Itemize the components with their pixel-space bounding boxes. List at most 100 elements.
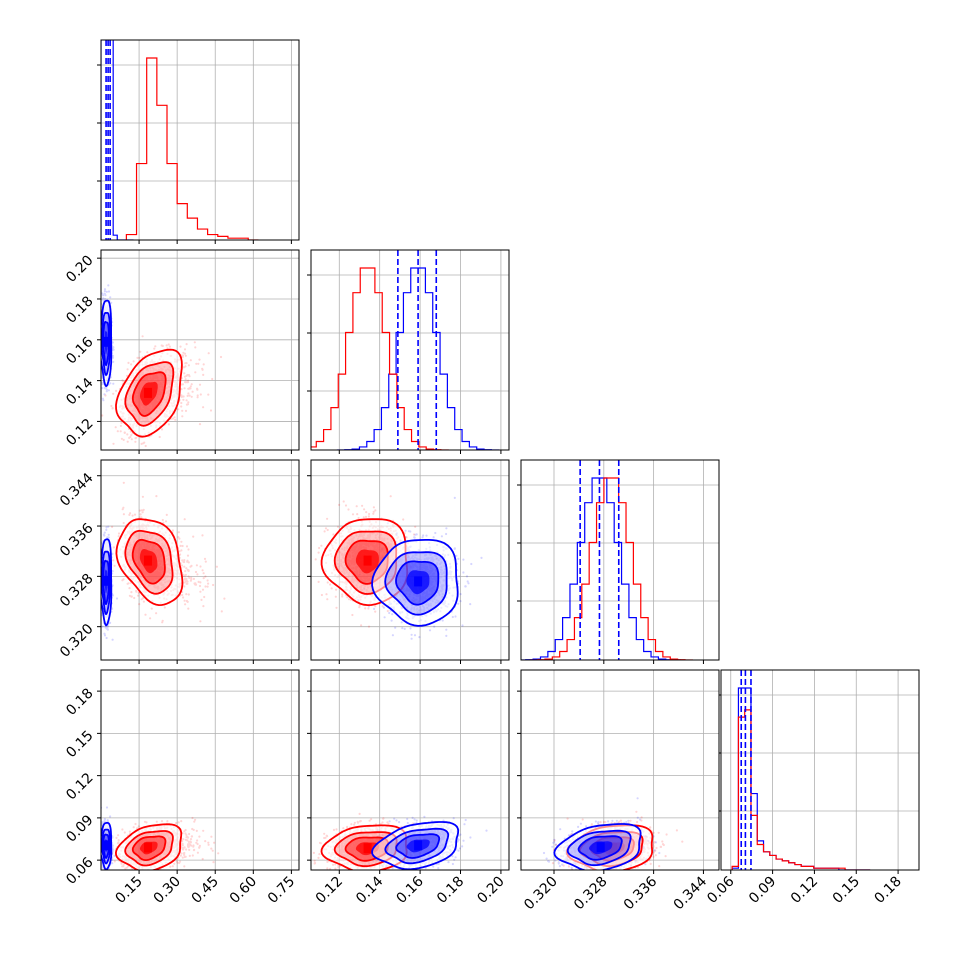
sample-point — [109, 296, 112, 299]
sample-point — [183, 574, 186, 578]
sample-point — [188, 387, 191, 390]
sample-point — [103, 634, 107, 637]
sample-point — [187, 373, 190, 377]
sample-point — [363, 508, 366, 511]
sample-point — [183, 599, 186, 602]
sample-point — [144, 444, 147, 448]
sample-point — [326, 598, 329, 601]
sample-point — [104, 394, 107, 397]
sample-point — [338, 503, 341, 506]
sample-point — [105, 390, 108, 393]
sample-point — [179, 544, 182, 548]
sample-point — [107, 290, 111, 293]
density-peak — [144, 387, 152, 398]
sample-point — [183, 518, 186, 521]
sample-point — [104, 294, 107, 297]
sample-point — [206, 579, 209, 582]
contour-line — [115, 348, 183, 438]
sample-point — [163, 606, 166, 609]
sample-point — [111, 341, 114, 344]
panel-border — [100, 249, 300, 451]
sample-point — [198, 584, 202, 588]
sample-point — [190, 383, 193, 386]
red-contours — [115, 518, 184, 607]
sample-point — [117, 535, 120, 538]
sample-point — [103, 393, 106, 396]
sample-point — [111, 356, 115, 359]
sample-point — [365, 510, 368, 514]
sample-point — [199, 565, 202, 568]
sample-point — [212, 583, 215, 587]
sample-point — [181, 383, 184, 386]
density-peak — [102, 575, 111, 586]
sample-point — [167, 343, 170, 346]
sample-point — [367, 625, 371, 628]
sample-point — [188, 387, 191, 390]
sample-point — [132, 360, 135, 363]
sample-point — [199, 620, 202, 623]
blue-contours — [101, 538, 113, 627]
sample-point — [186, 582, 189, 585]
sample-point — [141, 495, 144, 498]
sample-point — [103, 534, 106, 537]
sample-point — [106, 536, 109, 539]
sample-point — [192, 535, 195, 538]
sample-point — [128, 513, 131, 517]
sample-point — [140, 509, 143, 512]
sample-point — [140, 598, 143, 601]
sample-point — [184, 381, 187, 384]
contour-line — [101, 550, 111, 616]
blue-histogram — [101, 40, 134, 240]
sample-point — [103, 292, 106, 295]
sample-point — [185, 582, 188, 585]
sample-point — [149, 617, 152, 620]
sample-point — [127, 582, 130, 585]
sample-point — [185, 374, 188, 377]
sample-point — [105, 526, 108, 529]
sample-point — [197, 580, 200, 584]
sample-point — [98, 352, 100, 354]
sample-point — [183, 578, 186, 581]
sample-point — [165, 344, 168, 347]
sample-point — [196, 394, 199, 397]
sample-point — [180, 549, 183, 552]
sample-point — [165, 513, 168, 517]
sample-point — [109, 621, 112, 625]
sample-point — [193, 341, 196, 344]
sample-point — [223, 597, 226, 600]
sample-point — [184, 570, 187, 573]
sample-point — [336, 525, 340, 528]
sample-point — [187, 569, 190, 573]
sample-point — [158, 435, 161, 439]
sample-point — [103, 531, 106, 534]
sample-point — [112, 559, 115, 562]
sample-point — [133, 513, 137, 516]
sample-point — [135, 436, 138, 439]
sample-point — [130, 363, 133, 366]
sample-point — [317, 551, 320, 554]
sample-point — [110, 301, 113, 304]
sample-point — [181, 409, 184, 412]
sample-point — [171, 529, 174, 532]
sample-point — [111, 407, 114, 410]
sample-point — [198, 383, 202, 386]
sample-point — [189, 387, 192, 390]
sample-point — [180, 401, 183, 405]
sample-point — [187, 364, 190, 367]
sample-point — [160, 344, 163, 347]
sample-point — [186, 600, 189, 604]
sample-point — [99, 593, 101, 595]
sample-point — [105, 387, 108, 390]
sample-point — [201, 368, 204, 371]
sample-point — [122, 438, 125, 441]
marginal-histograms — [731, 670, 871, 870]
sample-point — [193, 582, 196, 585]
sample-point — [186, 381, 190, 384]
sample-point — [111, 570, 114, 573]
sample-point — [183, 559, 186, 562]
sample-point — [189, 359, 192, 362]
sample-point — [121, 579, 124, 582]
sample-point — [180, 395, 183, 398]
sample-point — [115, 597, 119, 600]
marginal-histograms — [311, 250, 500, 450]
